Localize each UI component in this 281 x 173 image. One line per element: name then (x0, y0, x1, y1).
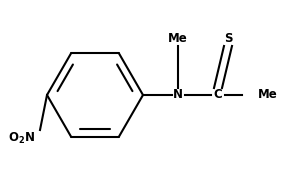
Text: C: C (214, 89, 222, 102)
Text: Me: Me (168, 31, 188, 44)
Text: Me: Me (258, 89, 278, 102)
Text: S: S (224, 31, 232, 44)
Text: $\mathbf{O_2N}$: $\mathbf{O_2N}$ (8, 130, 35, 145)
Text: N: N (173, 89, 183, 102)
